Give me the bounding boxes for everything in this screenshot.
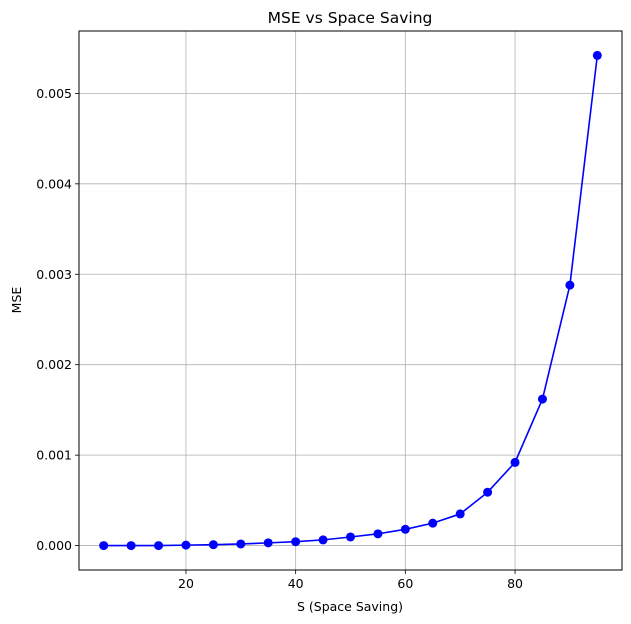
- data-point: [483, 487, 493, 497]
- data-point: [154, 541, 164, 551]
- y-tick-label: 0.004: [36, 176, 72, 191]
- x-tick-label: 80: [507, 576, 523, 591]
- data-point: [510, 457, 520, 467]
- data-point: [99, 541, 109, 551]
- data-point: [346, 532, 355, 542]
- x-tick-label: 40: [288, 576, 304, 591]
- y-tick-label: 0.003: [36, 267, 72, 282]
- series-layer: [99, 50, 602, 551]
- data-point: [126, 541, 136, 551]
- data-point: [373, 529, 383, 539]
- grid: [79, 31, 622, 570]
- data-point: [455, 509, 465, 519]
- y-axis-label: MSE: [9, 287, 24, 314]
- data-point: [181, 540, 191, 550]
- data-point: [428, 518, 438, 528]
- data-point: [208, 540, 218, 550]
- axis-ticks: 20 40 60 80 0.000 0.001 0.002 0.003 0.004 0.005: [36, 86, 523, 591]
- chart-title: MSE vs Space Saving: [268, 9, 433, 27]
- plot-area-frame: [78, 30, 623, 571]
- x-tick-label: 20: [178, 576, 194, 591]
- y-tick-label: 0.001: [36, 448, 72, 463]
- x-tick-label: 60: [397, 576, 413, 591]
- y-tick-label: 0.002: [36, 357, 72, 372]
- data-point: [400, 524, 410, 534]
- data-point: [291, 537, 301, 547]
- data-point: [318, 535, 328, 545]
- y-tick-label: 0.005: [36, 86, 72, 101]
- data-point: [592, 50, 602, 60]
- data-point: [565, 280, 575, 290]
- y-tick-label: 0.000: [36, 538, 72, 553]
- data-point: [263, 538, 273, 548]
- x-axis-label: S (Space Saving): [297, 599, 403, 614]
- data-point: [537, 394, 547, 404]
- data-point: [236, 539, 246, 549]
